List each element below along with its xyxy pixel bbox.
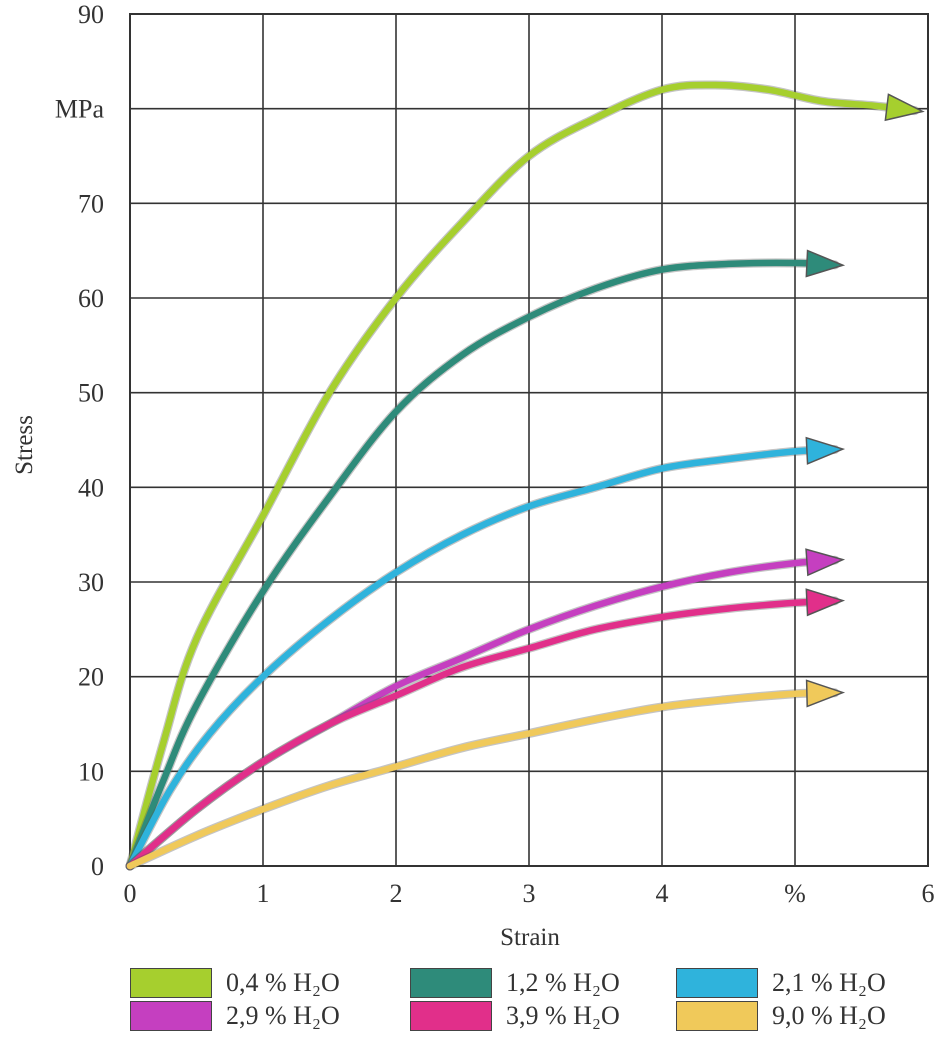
series-line-outline <box>125 80 920 871</box>
series-arrowhead <box>805 679 846 708</box>
series-line <box>126 446 839 870</box>
y-tick-label: 40 <box>78 473 104 502</box>
series-0 <box>125 80 925 871</box>
x-axis-title: Strain <box>500 924 560 951</box>
y-tick-label: 10 <box>78 757 104 786</box>
series-arrowhead <box>805 436 846 465</box>
y-tick-label: 70 <box>78 189 104 218</box>
series-line <box>126 689 839 870</box>
x-tick-label: 1 <box>257 879 270 908</box>
series-line <box>126 81 918 870</box>
series-2 <box>125 436 846 871</box>
y-tick-label: 50 <box>78 379 104 408</box>
series-arrowhead <box>805 588 846 617</box>
series-arrowhead <box>805 249 846 278</box>
series-line <box>126 597 839 870</box>
series-4 <box>125 588 846 871</box>
y-tick-label: MPa <box>55 95 105 124</box>
x-tick-label: 4 <box>656 879 669 908</box>
x-tick-label: 2 <box>390 879 403 908</box>
series-1 <box>125 249 846 871</box>
x-tick-label: 3 <box>523 879 536 908</box>
y-tick-label: 0 <box>91 852 104 881</box>
x-tick-label: % <box>784 879 806 908</box>
x-tick-label: 0 <box>124 879 137 908</box>
series-layer <box>125 80 925 871</box>
series-line <box>126 259 839 870</box>
series-arrowhead <box>805 548 846 577</box>
y-tick-label: 20 <box>78 663 104 692</box>
y-axis-title: Stress <box>11 415 38 475</box>
y-tick-label: 30 <box>78 568 104 597</box>
x-tick-label: 6 <box>922 879 935 908</box>
y-tick-label: 90 <box>78 0 104 29</box>
series-arrowhead <box>884 93 925 122</box>
grid <box>129 13 929 867</box>
series-5 <box>125 679 846 871</box>
y-tick-label: 60 <box>78 284 104 313</box>
